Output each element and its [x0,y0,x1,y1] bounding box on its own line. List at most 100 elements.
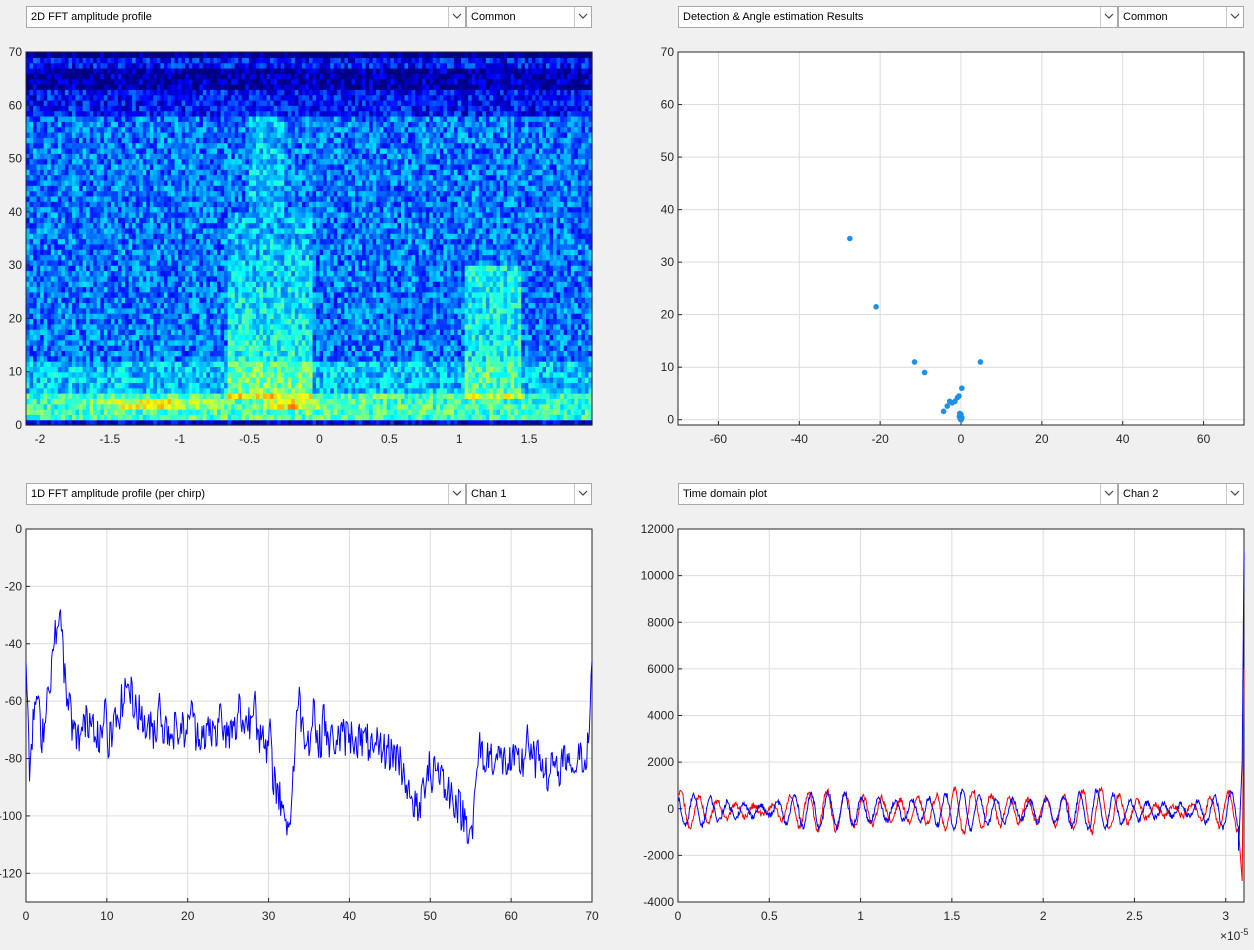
heatmap-cell [386,302,391,309]
heatmap-cell [26,265,31,272]
heatmap-cell [475,270,480,277]
heatmap-cell [542,270,547,277]
heatmap-cell [418,281,423,288]
heatmap-cell [478,339,483,346]
heatmap-cell [439,265,445,272]
heatmap-cell [584,307,590,314]
heatmap-cell [61,387,66,394]
heatmap-cell [538,307,544,314]
heatmap-cell [100,313,105,320]
heatmap-cell [482,302,487,309]
heatmap-cell [270,334,275,341]
heatmap-cell [209,366,215,373]
heatmap-cell [475,297,480,304]
heatmap-cell [340,281,345,288]
bottom-right-plot-select[interactable]: Time domain plot [678,483,1118,505]
heatmap-cell [418,270,423,277]
heatmap-cell [482,339,487,346]
heatmap-cell [117,371,123,378]
bottom-left-plot-select[interactable]: 1D FFT amplitude profile (per chirp) [26,483,466,505]
chevron-down-icon[interactable] [574,484,591,504]
heatmap-cell [563,409,568,415]
bottom-left-channel-select[interactable]: Chan 1 [466,483,592,505]
heatmap-cell [171,291,176,298]
heatmap-cell [464,398,469,405]
heatmap-cell [146,409,151,415]
heatmap-cell [217,350,222,357]
heatmap-cell [309,409,314,415]
heatmap-cell [96,329,101,336]
heatmap-cell [305,361,310,367]
heatmap-cell [577,355,582,362]
heatmap-cell [393,339,399,346]
heatmap-cell [146,297,151,304]
heatmap-cell [89,307,94,314]
heatmap-cell [503,297,508,304]
heatmap-cell [273,398,278,405]
heatmap-cell [319,259,324,266]
heatmap-cell [507,281,512,288]
heatmap-cell [376,281,381,288]
heatmap-cell [43,307,48,314]
heatmap-cell [309,329,314,336]
top-left-mode-select[interactable]: Common [466,6,592,28]
heatmap-cell [330,382,335,389]
heatmap-cell [82,366,87,373]
heatmap-cell [500,377,505,383]
heatmap-cell [507,419,512,426]
heatmap-cell [581,377,586,383]
heatmap-cell [192,313,197,320]
heatmap-cell [301,323,307,330]
heatmap-cell [163,361,169,367]
heatmap-cell [305,275,310,282]
top-right-mode-select[interactable]: Common [1118,6,1244,28]
heatmap-cell [64,387,70,394]
heatmap-cell [429,366,434,373]
heatmap-cell [478,387,483,394]
heatmap-cell [57,382,62,389]
heatmap-cell [301,259,307,266]
heatmap-cell [195,323,200,330]
heatmap-cell [514,318,519,325]
chevron-down-icon[interactable] [1226,484,1243,504]
heatmap-cell [393,350,399,357]
heatmap-cell [29,297,34,304]
heatmap-cell [450,361,455,367]
heatmap-cell [93,297,98,304]
heatmap-cell [323,355,328,362]
heatmap-cell [149,313,154,320]
bottom-right-channel-select[interactable]: Chan 2 [1118,483,1244,505]
heatmap-cell [574,334,579,341]
heatmap-cell [510,286,515,293]
top-right-plot-select[interactable]: Detection & Angle estimation Results [678,6,1118,28]
heatmap-cell [489,259,494,266]
heatmap-cell [492,366,498,373]
heatmap-cell [514,409,519,415]
heatmap-cell [457,398,462,405]
chevron-down-icon[interactable] [1100,484,1117,504]
heatmap-cell [408,270,413,277]
chevron-down-icon[interactable] [448,484,465,504]
heatmap-cell [538,419,544,426]
heatmap-cell [171,323,176,330]
heatmap-cell [156,361,162,367]
heatmap-cell [319,302,324,309]
heatmap-cell [287,259,292,266]
heatmap-cell [263,350,268,357]
chevron-down-icon[interactable] [1100,7,1117,27]
heatmap-cell [121,409,126,415]
chevron-down-icon[interactable] [448,7,465,27]
chevron-down-icon[interactable] [1226,7,1243,27]
heatmap-cell [333,318,338,325]
heatmap-cell [188,323,193,330]
heatmap-cell [107,334,112,341]
top-left-plot-select[interactable]: 2D FFT amplitude profile [26,6,466,28]
heatmap-cell [245,302,250,309]
heatmap-cell [96,355,101,362]
chevron-down-icon[interactable] [574,7,591,27]
heatmap-cell [344,291,349,298]
heatmap-cell [29,334,34,341]
heatmap-cell [354,382,360,389]
heatmap-cell [188,350,193,357]
